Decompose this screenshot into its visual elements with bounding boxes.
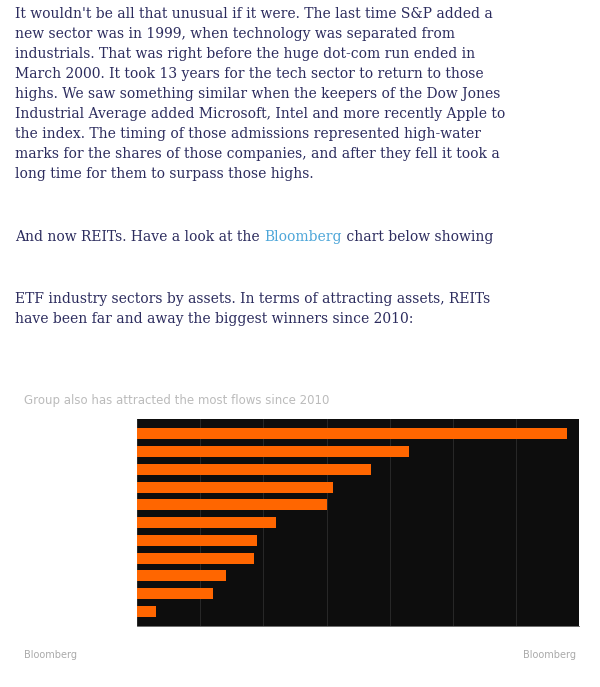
Bar xyxy=(137,464,371,475)
Bar xyxy=(137,552,254,563)
Text: And now REITs. Have a look at the: And now REITs. Have a look at the xyxy=(15,230,264,244)
Bar xyxy=(137,499,326,510)
Text: It wouldn't be all that unusual if it were. The last time S&P added a
new sector: It wouldn't be all that unusual if it we… xyxy=(15,7,505,181)
X-axis label: Current Assets (Billions): Current Assets (Billions) xyxy=(287,651,430,664)
Bar xyxy=(137,606,156,617)
Bar xyxy=(137,482,333,493)
Bar xyxy=(137,588,213,599)
Text: Bloomberg: Bloomberg xyxy=(523,650,577,660)
Bar xyxy=(137,447,409,458)
Text: REITs Dwarf Other Industry ETFs: REITs Dwarf Other Industry ETFs xyxy=(23,367,380,385)
Bar xyxy=(137,429,567,440)
Bar xyxy=(137,535,257,546)
Text: Bloomberg: Bloomberg xyxy=(23,650,77,660)
Bar xyxy=(137,517,276,528)
Text: Group also has attracted the most flows since 2010: Group also has attracted the most flows … xyxy=(23,394,329,407)
Text: Bloomberg: Bloomberg xyxy=(264,230,341,244)
Bar xyxy=(137,570,226,581)
Text: ETF industry sectors by assets. In terms of attracting assets, REITs
have been f: ETF industry sectors by assets. In terms… xyxy=(15,292,490,326)
Text: chart below showing: chart below showing xyxy=(341,230,493,244)
